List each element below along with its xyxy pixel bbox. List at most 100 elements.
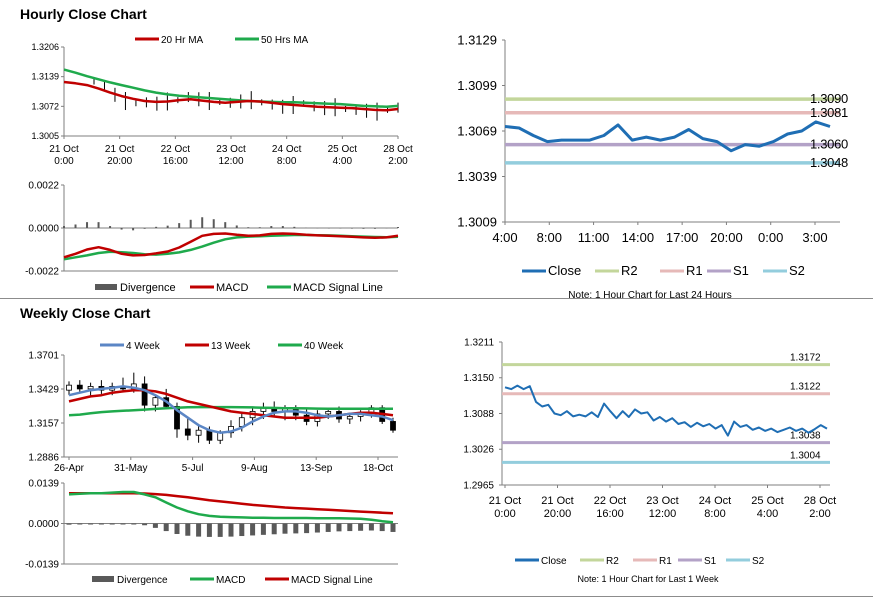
weekly-hourly-y-tick-label: 1.3211 [464,337,494,348]
weekly-price-legend-4week-label: 4 Week [126,341,161,352]
hourly-24h-y-tick-label: 1.3099 [457,78,497,93]
weekly-macd-legend-divergence-label: Divergence [117,575,168,586]
hourly-price-x-tick-label: 21 Oct [49,144,79,155]
weekly-macd-divergence-bar [228,523,234,537]
hourly-24h-x-tick-label: 11:00 [578,230,610,245]
hourly-price-legend-20hr-label: 20 Hr MA [161,35,204,46]
hourly-price-series-20hr-ma [63,80,399,112]
hourly-macd-legend-macd-label: MACD [216,282,248,294]
hourly-macd-y-tick-label: 0.0022 [28,180,59,191]
weekly-price-y-tick-label: 1.2886 [28,452,59,463]
weekly-price-y-tick-label: 1.3429 [28,384,59,395]
hourly-24h-series-close [504,120,831,153]
weekly-price-candle-body [195,429,202,436]
weekly-hourly-x-tick-label: 4:00 [757,508,778,520]
weekly-hourly-level-label: 1.3122 [790,382,821,393]
weekly-price-y-tick-label: 1.3701 [28,350,59,361]
weekly-hourly-y-tick-label: 1.3026 [463,445,494,456]
weekly-macd-divergence-bar [98,523,104,525]
weekly-price-series-40week [68,405,393,417]
weekly-hourly-x-tick-label: 16:00 [596,508,624,520]
weekly-price-x-tick-label: 13-Sep [300,463,333,474]
weekly-price-candle-body [238,417,245,427]
weekly-hourly-x-tick-label: 2:00 [809,508,830,520]
hourly-price-x-tick-label: 0:00 [54,156,74,167]
weekly-price-candle-body [174,406,180,430]
weekly-hourly-y-tick-label: 1.3150 [463,373,494,384]
weekly-macd-divergence-bar [163,523,169,532]
weekly-macd-divergence-bar [390,523,396,532]
weekly-macd-legend-divergence-swatch [92,576,114,582]
weekly-hourly-x-tick-label: 21 Oct [489,495,521,507]
weekly-macd-divergence-bar [174,523,180,534]
hourly-24h-y-tick-label: 1.3039 [457,169,497,184]
weekly-hourly-legend-r1-label: R1 [659,556,672,567]
weekly-hourly-legend-s2-label: S2 [752,556,765,567]
weekly-macd-divergence-bar [314,523,320,533]
hourly-price-y-tick-label: 1.3072 [31,101,59,111]
weekly-macd-y-tick-label: 0.0000 [28,519,59,530]
weekly-section-title: Weekly Close Chart [20,305,151,321]
weekly-macd-divergence-bar [282,523,288,534]
hourly-24h-legend-r1-label: R1 [686,263,703,278]
hourly-price-y-tick-label: 1.3139 [31,72,59,82]
weekly-macd-series-macd [68,490,394,524]
weekly-price-candle-body [66,384,72,391]
hourly-macd-legend-divergence-swatch [95,284,117,290]
weekly-macd-divergence-bar [336,523,342,532]
weekly-macd-divergence-bar [131,523,137,525]
weekly-macd-divergence-bar [293,523,299,534]
weekly-price-y-tick-label: 1.3157 [28,418,59,429]
weekly-macd-divergence-bar [260,523,266,535]
weekly-hourly-x-tick-label: 22 Oct [594,495,626,507]
weekly-macd-divergence-bar [304,523,310,534]
weekly-price-x-tick-label: 5-Jul [182,463,204,474]
weekly-hourly-x-tick-label: 28 Oct [804,495,836,507]
hourly-price-series-50hr-ma [63,68,399,109]
weekly-hourly-legend-r2-label: R2 [606,556,619,567]
weekly-macd-divergence-bar [379,523,385,532]
hourly-24h-x-tick-label: 0:00 [758,230,783,245]
hourly-24h-level-label: 1.3081 [810,105,848,120]
weekly-macd-divergence-bar [347,523,353,532]
hourly-price-x-tick-label: 22 Oct [161,144,191,155]
weekly-macd-divergence-bar [88,523,94,525]
hourly-macd-legend-divergence-label: Divergence [120,282,176,294]
weekly-price-legend-13week-label: 13 Week [211,341,251,352]
hourly-24h-x-tick-label: 3:00 [802,230,827,245]
hourly-price-x-tick-label: 20:00 [107,156,132,167]
hourly-price-x-tick-label: 2:00 [388,156,408,167]
weekly-price-x-tick-label: 9-Aug [241,463,268,474]
hourly-24h-legend-s2-label: S2 [789,263,805,278]
weekly-price-x-tick-label: 31-May [114,463,147,474]
hourly-24h-level-label: 1.3090 [810,91,848,106]
hourly-24h-y-tick-label: 1.3069 [457,123,497,138]
weekly-hourly-legend-close-label: Close [541,556,567,567]
section-divider [0,298,873,299]
weekly-price-candle-body [76,384,83,390]
weekly-hourly-x-tick-label: 0:00 [494,508,515,520]
hourly-price-y-tick-label: 1.3206 [31,42,59,52]
hourly-24h-legend-s1-label: S1 [733,263,749,278]
hourly-24h-legend-r2-label: R2 [621,263,638,278]
weekly-price-legend-40week-label: 40 Week [304,341,344,352]
hourly-macd-series-signal [63,233,399,261]
hourly-24h-legend-close-label: Close [548,263,581,278]
weekly-macd-divergence-bar [250,523,256,536]
weekly-hourly-x-tick-label: 24 Oct [699,495,731,507]
weekly-hourly-level-label: 1.3004 [790,450,821,461]
weekly-hourly-legend-s1-label: S1 [704,556,717,567]
weekly-macd-divergence-bar [325,523,331,532]
hourly-24h-x-tick-label: 14:00 [622,230,655,245]
weekly-price-candle-body [141,383,148,406]
hourly-price-x-tick-label: 12:00 [218,156,243,167]
hourly-24h-y-tick-label: 1.3129 [457,32,497,47]
hourly-24h-x-tick-label: 17:00 [666,230,699,245]
hourly-price-x-tick-label: 24 Oct [272,144,302,155]
weekly-macd-legend-signal-label: MACD Signal Line [291,575,373,586]
weekly-macd-y-tick-label: -0.0139 [25,559,59,570]
weekly-hourly-y-tick-label: 1.2965 [463,480,494,491]
hourly-24h-x-tick-label: 20:00 [710,230,743,245]
weekly-macd-divergence-bar [217,523,223,537]
weekly-hourly-x-tick-label: 20:00 [544,508,572,520]
